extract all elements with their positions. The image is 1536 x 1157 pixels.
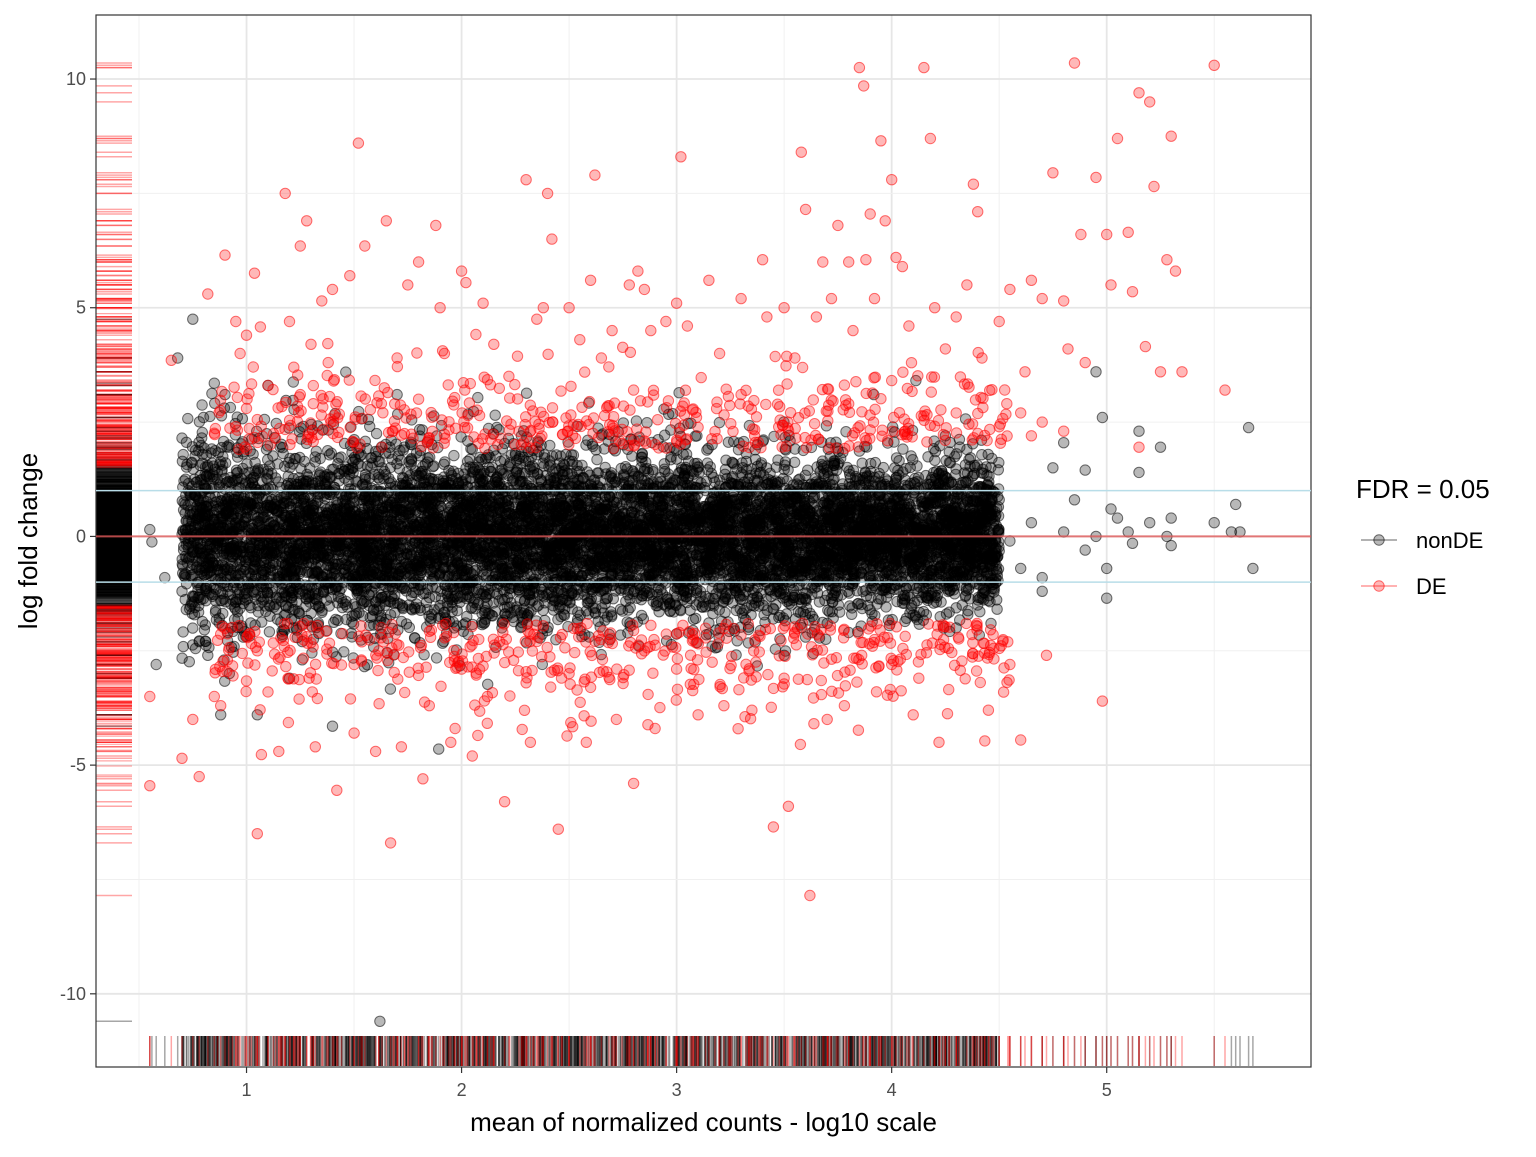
point-nonDE xyxy=(870,457,880,467)
point-nonDE xyxy=(207,388,217,398)
point-nonDE xyxy=(803,465,813,475)
point-nonDE xyxy=(521,388,531,398)
point-nonDE xyxy=(568,450,578,460)
point-nonDE xyxy=(923,452,933,462)
point-nonDE xyxy=(490,410,500,420)
point-nonDE xyxy=(808,578,818,588)
point-nonDE xyxy=(334,453,344,463)
point-nonDE xyxy=(434,744,444,754)
point-nonDE xyxy=(178,641,188,651)
point-nonDE xyxy=(407,456,417,466)
